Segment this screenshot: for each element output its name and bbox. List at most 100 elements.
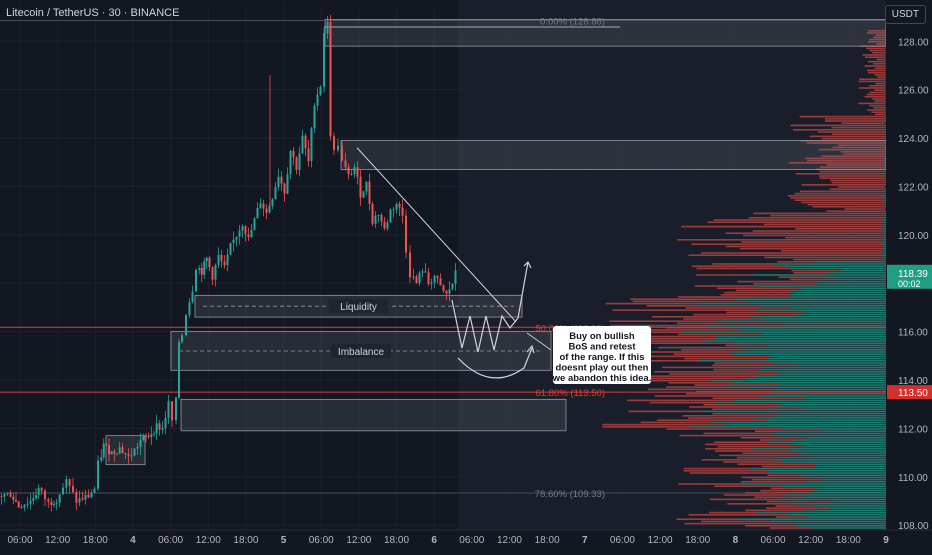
zone-label-bg — [331, 343, 391, 358]
symbol-title[interactable]: Litecoin / TetherUS · 30 · BINANCE — [6, 7, 180, 19]
candle-body — [427, 272, 430, 284]
volume-bar-sell — [809, 135, 885, 138]
volume-bar-sell — [869, 38, 886, 41]
volume-bar-sell — [767, 474, 802, 476]
zone-box — [324, 19, 887, 47]
volume-bar-sell — [795, 173, 885, 175]
volume-bar-sell — [874, 113, 886, 116]
candle-body — [62, 487, 64, 495]
zone-label-bg — [328, 299, 389, 314]
volume-bar-sell — [780, 250, 884, 252]
candle-body — [223, 261, 226, 266]
volume-bar-sell — [838, 186, 886, 188]
volume-bar-sell — [612, 309, 757, 311]
volume-bar-buy — [755, 511, 886, 514]
candle-body — [333, 136, 335, 151]
candle-body — [44, 490, 46, 500]
note-pointer — [526, 332, 552, 351]
volume-bar-sell — [751, 478, 824, 481]
volume-bar-sell — [864, 96, 886, 98]
candle-body — [374, 215, 377, 224]
time-axis[interactable]: 06:00 12:00 18:00 4 06:00 12:00 18:00 5 06:00 12:… — [0, 529, 932, 546]
volume-bar-sell — [739, 247, 884, 250]
volume-bar-sell — [684, 357, 768, 360]
volume-bar-sell — [874, 89, 886, 91]
volume-bar-buy — [882, 219, 886, 221]
volume-bar-buy — [884, 177, 886, 179]
volume-bar-sell — [875, 82, 886, 85]
volume-bar-sell — [737, 463, 816, 465]
volume-bar-buy — [882, 254, 886, 256]
time-tick-label: 12:00 — [497, 535, 522, 546]
volume-bar-sell — [725, 344, 767, 347]
note-text: BoS and retest — [568, 342, 636, 353]
candle-body — [100, 457, 103, 461]
volume-bar-buy — [752, 274, 886, 276]
volume-bar-buy — [773, 362, 886, 364]
volume-bar-buy — [754, 285, 886, 287]
volume-bar-buy — [766, 344, 886, 347]
volume-bar-sell — [874, 100, 886, 102]
volume-bar-sell — [681, 349, 748, 351]
volume-bar-sell — [819, 177, 885, 179]
volume-bar-sell — [658, 346, 739, 349]
volume-bar-buy — [791, 267, 886, 270]
time-tick-label: 12:00 — [196, 535, 221, 546]
time-tick-label: 18:00 — [384, 535, 409, 546]
candle-body — [380, 214, 383, 222]
volume-bar-buy — [746, 300, 886, 303]
volume-bar-buy — [761, 318, 886, 320]
candle-body — [412, 276, 415, 278]
volume-bar-buy — [805, 481, 886, 483]
volume-bar-buy — [884, 142, 886, 144]
volume-bar-buy — [884, 129, 886, 131]
volume-bar-buy — [767, 357, 886, 360]
volume-bar-sell — [654, 371, 780, 373]
volume-bar-sell — [766, 507, 829, 509]
volume-bar-buy — [769, 355, 886, 358]
time-tick-label: 18:00 — [233, 535, 258, 546]
volume-bar-sell — [843, 153, 886, 155]
candle-body — [454, 270, 457, 284]
price-tick-label: 120.00 — [898, 231, 929, 242]
volume-bar-sell — [682, 415, 774, 417]
volume-bar-buy — [829, 272, 886, 274]
candle-body — [341, 145, 343, 161]
volume-bar-buy — [742, 329, 886, 331]
candle-body — [175, 397, 177, 421]
candle-body — [181, 335, 183, 342]
candle-body — [17, 501, 20, 508]
volume-bar-buy — [794, 439, 886, 441]
volume-bar-buy — [883, 212, 886, 215]
time-tick-label: 8 — [733, 535, 739, 546]
candle-body — [238, 230, 241, 237]
volume-bar-sell — [869, 104, 886, 107]
volume-bar-sell — [694, 384, 781, 386]
candle-body — [9, 492, 12, 497]
volume-bar-buy — [884, 179, 886, 182]
volume-bar-buy — [884, 190, 886, 193]
volume-bar-sell — [716, 287, 802, 289]
volume-bar-sell — [677, 296, 792, 298]
volume-bar-sell — [696, 274, 753, 276]
arrow-head — [523, 260, 532, 269]
projection-zigzag — [451, 261, 529, 353]
volume-bar-buy — [816, 465, 886, 468]
volume-bar-buy — [884, 188, 886, 190]
zone-box — [340, 140, 887, 170]
volume-bar-buy — [884, 199, 886, 201]
volume-bar-buy — [884, 166, 886, 168]
currency-button[interactable]: USDT — [884, 5, 926, 24]
volume-bar-sell — [637, 375, 757, 377]
volume-bar-sell — [701, 459, 774, 461]
volume-bar-sell — [714, 441, 768, 443]
candle-body — [118, 447, 121, 454]
volume-bar-sell — [858, 87, 886, 89]
volume-bar-sell — [646, 305, 759, 307]
candle-body — [171, 401, 173, 421]
candle-body — [110, 451, 113, 455]
volume-bar-sell — [793, 258, 885, 261]
